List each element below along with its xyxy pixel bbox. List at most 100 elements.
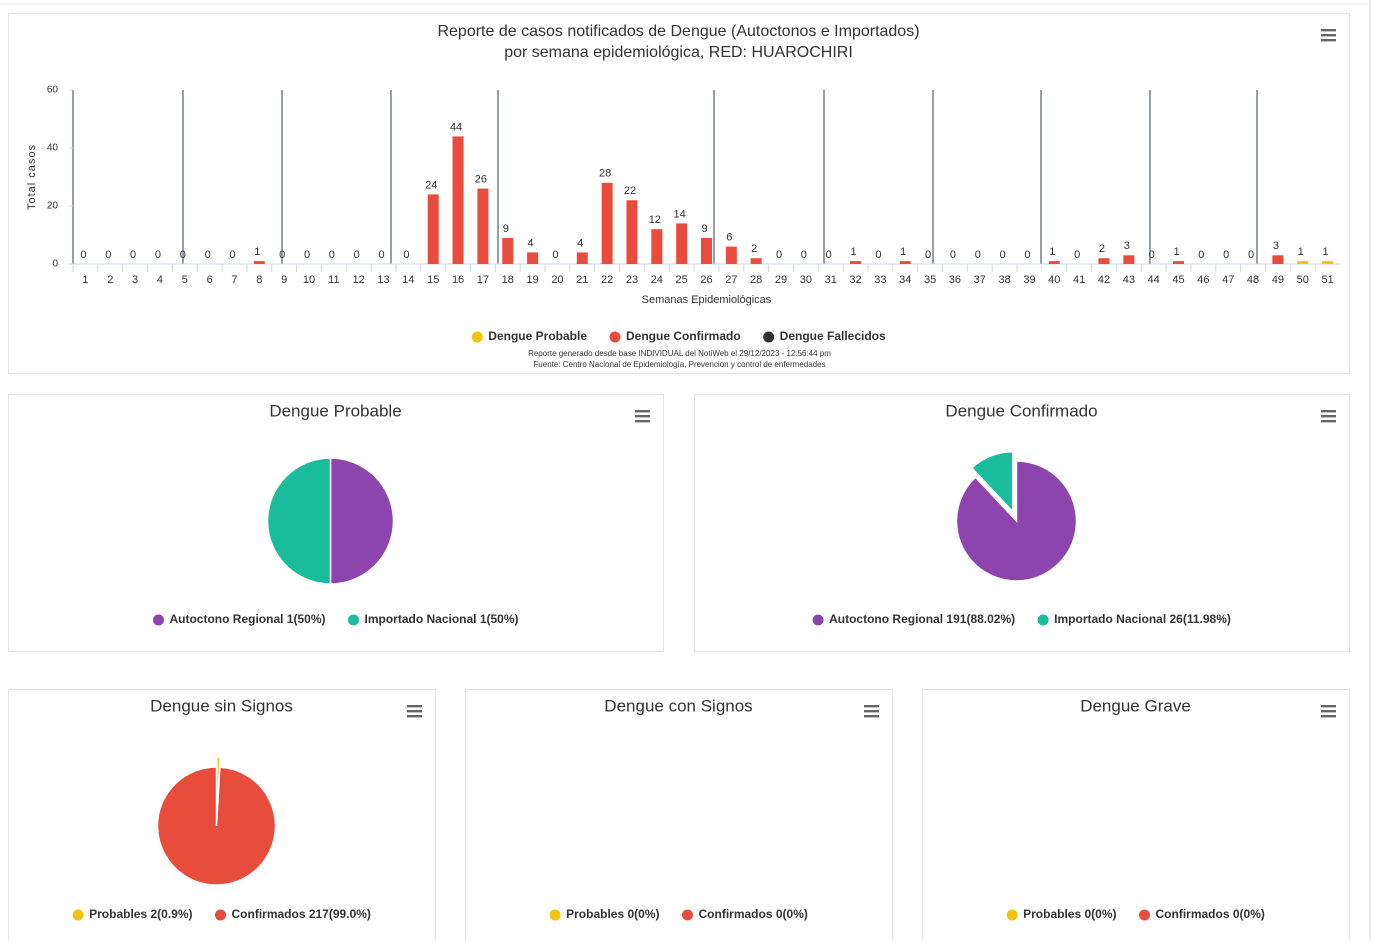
legend-label: Importado Nacional 1(50%) [364,612,518,626]
legend-symbol [549,909,561,921]
x-tick-label: 28 [750,274,762,286]
x-tick-label: 30 [800,274,812,286]
data-label: 1 [254,246,260,258]
x-tick-label: 45 [1172,274,1184,286]
pie-slice [156,766,277,886]
x-tick-label: 33 [874,274,886,286]
menu-icon[interactable] [1321,705,1336,708]
data-label: 3 [1124,240,1130,252]
data-label: 14 [674,208,686,220]
bar [1173,261,1185,264]
data-label: 24 [425,179,437,191]
data-label: 0 [229,249,235,261]
data-label: 1 [1298,246,1304,258]
menu-icon[interactable] [1321,415,1336,418]
x-tick-label: 42 [1098,274,1110,286]
menu-icon[interactable] [1321,715,1336,718]
menu-icon[interactable] [864,710,879,713]
menu-icon[interactable] [864,705,879,708]
menu-icon[interactable] [635,415,650,418]
pie-slice [955,460,1078,582]
x-tick-label: 10 [303,274,315,286]
x-tick-label: 38 [998,274,1010,286]
x-tick-label: 35 [924,274,936,286]
data-label: 0 [205,249,211,261]
x-tick-label: 13 [377,274,389,286]
data-label: 0 [378,249,384,261]
menu-icon[interactable] [1321,34,1336,37]
x-tick-label: 23 [626,274,638,286]
data-label: 0 [1248,249,1254,261]
data-label: 22 [624,185,636,197]
legend-label: Confirmados 217(99.0%) [231,907,370,921]
legend-symbol [214,909,226,921]
menu-icon[interactable] [407,705,422,708]
bar [1297,261,1309,264]
x-tick-label: 17 [477,274,489,286]
menu-icon[interactable] [1321,39,1336,42]
legend-symbol [347,614,359,626]
data-label: 0 [776,249,782,261]
x-tick-label: 15 [427,274,439,286]
x-tick-label: 18 [502,274,514,286]
x-tick-label: 48 [1247,274,1259,286]
x-tick-label: 16 [452,274,464,286]
data-label: 0 [1024,249,1030,261]
bar [651,229,663,264]
data-label: 44 [450,121,462,133]
legend-label: Importado Nacional 26(11.98%) [1054,612,1231,626]
menu-icon[interactable] [864,715,879,718]
x-tick-label: 39 [1023,274,1035,286]
data-label: 0 [130,249,136,261]
menu-icon[interactable] [1321,410,1336,413]
bar [850,261,862,264]
x-tick-label: 3 [132,274,138,286]
x-tick-label: 8 [256,274,262,286]
menu-icon[interactable] [1321,420,1336,423]
menu-icon[interactable] [1321,29,1336,32]
legend: Probables 2(0.9%) Confirmados 217(99.0%) [72,907,371,921]
legend-label: Dengue Probable [488,329,587,343]
legend-label: Dengue Confirmado [626,329,741,343]
data-label: 0 [801,249,807,261]
pie-slice [970,450,1014,514]
legend-symbol [152,614,164,626]
menu-icon[interactable] [407,715,422,718]
y-tick-label: 40 [47,143,59,154]
data-label: 0 [180,249,186,261]
x-tick-label: 36 [949,274,961,286]
menu-icon[interactable] [407,710,422,713]
menu-icon[interactable] [1321,710,1336,713]
chart-title: Dengue Grave [1080,696,1191,715]
bar [601,182,613,264]
legend-label: Confirmados 0(0%) [1156,907,1265,921]
data-label: 0 [1074,249,1080,261]
bar [253,261,265,264]
data-label: 0 [1000,249,1006,261]
x-tick-label: 9 [281,274,287,286]
chart-title: Dengue sin Signos [150,696,293,715]
x-tick-label: 44 [1148,274,1160,286]
legend-symbol [1139,909,1151,921]
bar [452,136,464,264]
bar [527,252,539,264]
legend-label: Confirmados 0(0%) [699,907,808,921]
legend-symbol [609,331,621,343]
legend-symbol [1006,909,1018,921]
x-tick-label: 29 [775,274,787,286]
x-tick-label: 43 [1123,274,1135,286]
legend-symbol [682,909,694,921]
x-tick-label: 1 [82,274,88,286]
data-label: 0 [1198,249,1204,261]
legend-symbol [763,331,775,343]
menu-icon[interactable] [635,410,650,413]
x-tick-label: 40 [1048,274,1060,286]
menu-icon[interactable] [635,420,650,423]
legend-label: Probables 0(0%) [1023,907,1116,921]
legend-label: Autoctono Regional 1(50%) [169,612,325,626]
y-tick-label: 20 [47,201,59,212]
y-tick-label: 60 [47,85,59,96]
data-label: 0 [552,249,558,261]
bar [626,200,638,264]
